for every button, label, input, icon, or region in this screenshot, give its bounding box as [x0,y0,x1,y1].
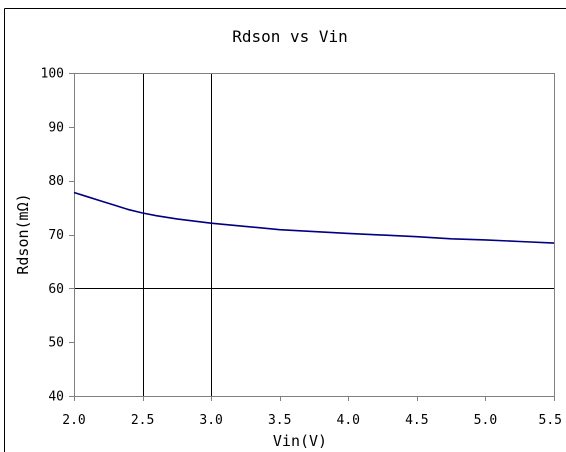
y-tick-label-0: 40 [48,390,64,405]
chart-title: Rdson vs Vin [232,27,348,46]
x-tick-label-7: 5.5 [539,413,562,428]
y-axis-ticks: 40 50 60 70 80 90 100 [41,67,74,405]
y-tick-label-4: 80 [48,174,64,189]
x-tick-label-0: 2.0 [62,413,85,428]
x-tick-label-2: 3.0 [199,413,222,428]
x-tick-label-5: 4.5 [405,413,428,428]
x-axis-ticks: 2.0 2.5 3.0 3.5 4.0 4.5 5.0 5.5 [62,396,562,428]
y-axis-title: Rdson(mΩ) [14,193,32,274]
x-tick-label-3: 3.5 [268,413,291,428]
x-axis-title: Vin(V) [273,432,327,450]
gridlines [74,73,554,396]
series-line-rdson [73,191,555,244]
y-tick-label-6: 100 [41,67,64,82]
y-tick-label-3: 70 [48,228,64,243]
x-tick-label-4: 4.0 [337,413,360,428]
y-tick-label-2: 60 [48,282,64,297]
plot-area [74,73,555,397]
x-tick-label-1: 2.5 [131,413,154,428]
x-tick-label-6: 5.0 [474,413,497,428]
y-tick-label-1: 50 [48,336,64,351]
y-tick-label-5: 90 [48,120,64,135]
